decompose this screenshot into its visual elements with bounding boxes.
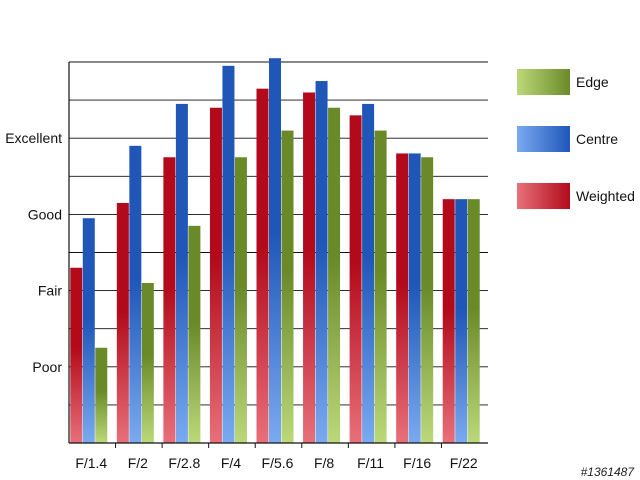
x-tick-label: F/8 (314, 455, 334, 471)
bar-weighted-f-8 (303, 92, 316, 443)
y-tick-labels: Poor Fair Good Excellent (5, 130, 62, 375)
bar-centre-f-4 (222, 65, 235, 443)
bar-weighted-f-4 (209, 107, 222, 443)
legend-item-weighted: Weighted (517, 183, 635, 209)
bar-centre-f-8 (315, 81, 328, 444)
bar-edge-f-2 (141, 282, 154, 443)
y-tick-label-fair: Fair (38, 283, 62, 299)
legend-label: Centre (576, 131, 618, 147)
bar-edge-f-8 (328, 107, 341, 443)
legend-swatch (517, 126, 570, 152)
bar-centre-f-2-8 (175, 103, 188, 443)
bar-weighted-f-5-6 (256, 88, 269, 444)
bar-weighted-f-2-8 (163, 157, 176, 443)
x-tick-label: F/22 (450, 455, 478, 471)
bar-weighted-f-22 (442, 199, 455, 443)
x-tick-labels: F/1.4 F/2 F/2.8 F/4 F/5.6 F/8 F/11 F/16 F/22 (75, 455, 478, 471)
y-tick-label-excellent: Excellent (5, 130, 62, 146)
bar-edge-f-16 (421, 157, 434, 443)
legend-swatch (517, 69, 570, 95)
legend-label: Weighted (576, 188, 635, 204)
bar-centre-f-16 (408, 153, 421, 443)
legend-swatch (517, 183, 570, 209)
bar-weighted-f-2 (116, 202, 129, 443)
bar-centre-f-2 (129, 145, 142, 443)
bar-edge-f-11 (374, 130, 387, 443)
bar-edge-f-1-4 (95, 347, 108, 443)
bar-weighted-f-16 (396, 153, 409, 443)
bar-edge-f-5-6 (281, 130, 294, 443)
legend-item-edge: Edge (517, 69, 609, 95)
watermark-text: #1361487 (581, 465, 636, 479)
x-tick-label: F/1.4 (75, 455, 107, 471)
y-tick-label-poor: Poor (32, 359, 62, 375)
bar-weighted-f-11 (349, 115, 362, 443)
legend-label: Edge (576, 74, 609, 90)
bar-centre-f-22 (455, 199, 468, 443)
x-tick-label: F/11 (357, 455, 384, 471)
bar-centre-f-1-4 (82, 218, 95, 443)
bar-edge-f-4 (234, 157, 247, 443)
bar-edge-f-22 (467, 199, 480, 443)
legend-item-centre: Centre (517, 126, 618, 152)
x-tick-label: F/2.8 (168, 455, 200, 471)
axes (68, 62, 488, 448)
bar-centre-f-11 (362, 103, 375, 443)
x-tick-label: F/16 (403, 455, 431, 471)
x-tick-label: F/2 (128, 455, 148, 471)
x-tick-label: F/5.6 (262, 455, 294, 471)
y-tick-label-good: Good (28, 206, 62, 222)
x-tick-label: F/4 (221, 455, 241, 471)
bar-weighted-f-1-4 (70, 267, 83, 443)
bar-centre-f-5-6 (269, 58, 281, 443)
bars (70, 58, 480, 444)
bar-edge-f-2-8 (188, 225, 201, 443)
legend: Edge Centre Weighted (517, 69, 635, 209)
